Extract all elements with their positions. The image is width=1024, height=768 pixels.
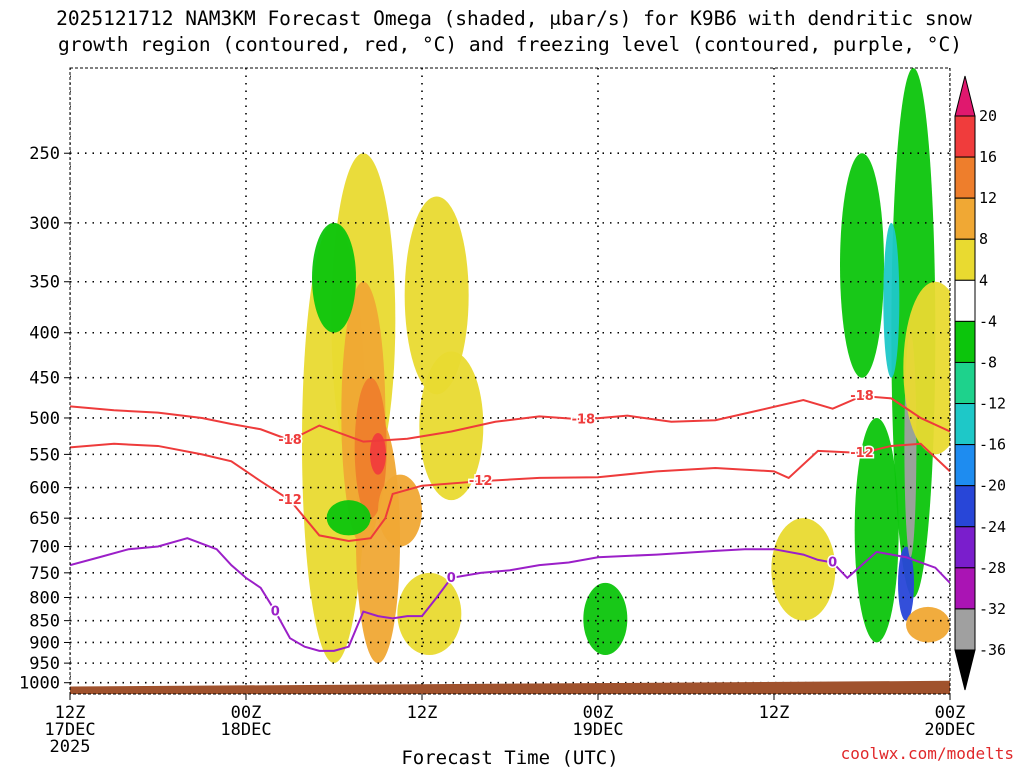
colorbar-label-9: -20 (979, 477, 1006, 495)
contour-label-0-0: -18 (278, 433, 302, 448)
contour-label-1-0: -12 (278, 493, 302, 508)
y-tick-label-750: 750 (29, 564, 60, 584)
x-tick-label-0-0: 12Z (55, 703, 86, 723)
colorbar-label-6: -8 (979, 353, 997, 371)
contour-0 (70, 394, 950, 443)
contour-label-2-1: 0 (447, 571, 456, 586)
x-tick-label-3-1: 19DEC (572, 720, 623, 740)
omega-region-19 (906, 606, 950, 643)
colorbar-label-12: -32 (979, 600, 1006, 618)
omega-region-20 (583, 582, 628, 655)
colorbar-low-arrow (954, 649, 976, 691)
colorbar-bin-0 (954, 115, 976, 158)
y-tick-label-550: 550 (29, 445, 60, 465)
x-tick-label-2-0: 12Z (407, 703, 438, 723)
colorbar-label-0: 20 (979, 107, 997, 125)
omega-region-8 (397, 572, 462, 655)
y-tick-label-850: 850 (29, 612, 60, 632)
colorbar-bin-3 (954, 238, 976, 281)
colorbar-label-2: 12 (979, 189, 997, 207)
colorbar-bin-7 (954, 403, 976, 446)
omega-region-15 (883, 222, 900, 378)
plot-frame (69, 67, 951, 695)
colorbar-bin-10 (954, 526, 976, 569)
colorbar-bin-12 (954, 608, 976, 651)
colorbar-label-5: -4 (979, 312, 997, 330)
colorbar-bin-8 (954, 444, 976, 487)
plot-area: -18 -18 -18 -12 -12 -12 0 0 0 (70, 68, 950, 694)
x-tick-label-5-0: 00Z (935, 703, 966, 723)
colorbar-bin-11 (954, 567, 976, 610)
x-tick-label-0-2: 2025 (50, 737, 91, 757)
y-tick-label-300: 300 (29, 214, 60, 234)
colorbar-label-1: 16 (979, 148, 997, 166)
omega-region-21 (771, 518, 836, 621)
y-tick-label-650: 650 (29, 509, 60, 529)
colorbar-bin-5 (954, 320, 976, 363)
colorbar-bin-4 (954, 279, 976, 322)
contour-label-2-2: 0 (828, 556, 837, 571)
contour-label-1-2: -12 (850, 446, 874, 461)
colorbar-label-7: -12 (979, 395, 1006, 413)
omega-region-18 (903, 281, 950, 455)
y-tick-label-800: 800 (29, 588, 60, 608)
contour-1 (70, 442, 950, 542)
contour-label-1-1: -12 (469, 474, 493, 489)
temperature-contours: -18 -18 -18 -12 -12 -12 0 0 0 (70, 387, 950, 652)
contour-2 (70, 537, 950, 652)
y-tick-label-500: 500 (29, 409, 60, 429)
omega-region-13 (854, 417, 899, 643)
contour-label-0-1: -18 (572, 412, 596, 427)
colorbar-label-3: 8 (979, 230, 988, 248)
y-axis: 2503003504004505005506006507007508008509… (19, 144, 70, 694)
colorbar-label-13: -36 (979, 641, 1006, 659)
omega-region-16 (898, 546, 914, 621)
contour-label-2-0: 0 (271, 605, 280, 620)
colorbar-bin-9 (954, 485, 976, 528)
y-tick-label-450: 450 (29, 369, 60, 389)
ground-fill (70, 680, 950, 694)
colorbar-bin-6 (954, 361, 976, 405)
y-tick-label-250: 250 (29, 144, 60, 164)
x-tick-label-4-0: 12Z (759, 703, 790, 723)
x-tick-label-3-0: 00Z (583, 703, 614, 723)
chart-title-line-2: growth region (contoured, red, °C) and f… (58, 33, 962, 56)
y-tick-label-350: 350 (29, 273, 60, 293)
omega-shading (302, 68, 950, 664)
credit-text: coolwx.com/modelts (841, 744, 1014, 763)
y-tick-label-700: 700 (29, 537, 60, 557)
omega-region-10 (312, 222, 356, 333)
y-tick-label-950: 950 (29, 654, 60, 674)
contour-label-0-2: -18 (850, 389, 874, 404)
omega-region-7 (404, 196, 469, 395)
colorbar-label-10: -24 (979, 518, 1006, 536)
colorbar-high-arrow (954, 75, 976, 117)
colorbar-bin-1 (954, 156, 976, 199)
colorbar-label-8: -16 (979, 436, 1006, 454)
y-tick-label-400: 400 (29, 324, 60, 344)
x-tick-label-1-1: 18DEC (220, 720, 271, 740)
omega-region-12 (840, 153, 884, 378)
chart-title-line-1: 2025121712 NAM3KM Forecast Omega (shaded… (56, 7, 972, 30)
y-tick-label-600: 600 (29, 479, 60, 499)
colorbar-bin-2 (954, 197, 976, 240)
omega-region-9 (378, 474, 422, 547)
x-tick-label-1-0: 00Z (231, 703, 262, 723)
x-tick-label-5-1: 20DEC (924, 720, 975, 740)
y-tick-label-900: 900 (29, 633, 60, 653)
x-tick-label-0-1: 17DEC (44, 720, 95, 740)
colorbar: 20 16 12 8 4 -4 -8 -12 -16 -20 -24 -28 -32 -36 (954, 75, 1006, 691)
x-axis-label: Forecast Time (UTC) (401, 747, 618, 768)
y-tick-label-1000: 1000 (19, 674, 60, 694)
colorbar-label-4: 4 (979, 271, 988, 289)
colorbar-label-11: -28 (979, 559, 1006, 577)
